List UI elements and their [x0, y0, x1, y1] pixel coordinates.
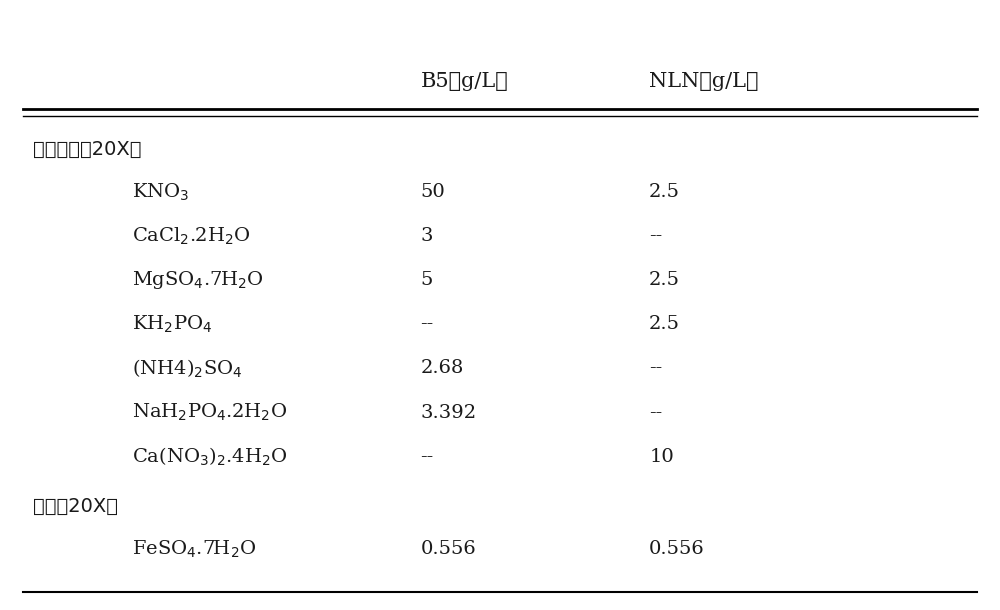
Text: 0.556: 0.556 [649, 540, 705, 558]
Text: --: -- [420, 448, 434, 465]
Text: MgSO$_4$.7H$_2$O: MgSO$_4$.7H$_2$O [132, 269, 264, 291]
Text: 3.392: 3.392 [420, 404, 477, 422]
Text: FeSO$_4$.7H$_2$O: FeSO$_4$.7H$_2$O [132, 539, 256, 560]
Text: 3: 3 [420, 227, 433, 245]
Text: --: -- [649, 404, 662, 422]
Text: --: -- [649, 227, 662, 245]
Text: (NH4)$_2$SO$_4$: (NH4)$_2$SO$_4$ [132, 357, 243, 379]
Text: 2.68: 2.68 [420, 359, 464, 378]
Text: 5: 5 [420, 271, 433, 289]
Text: 2.5: 2.5 [649, 183, 680, 201]
Text: 大量元素（20X）: 大量元素（20X） [33, 140, 141, 159]
Text: 2.5: 2.5 [649, 271, 680, 289]
Text: KH$_2$PO$_4$: KH$_2$PO$_4$ [132, 314, 212, 335]
Text: 2.5: 2.5 [649, 315, 680, 333]
Text: NaH$_2$PO$_4$.2H$_2$O: NaH$_2$PO$_4$.2H$_2$O [132, 402, 287, 423]
Text: --: -- [420, 315, 434, 333]
Text: --: -- [649, 359, 662, 378]
Text: NLN（g/L）: NLN（g/L） [649, 72, 759, 91]
Text: KNO$_3$: KNO$_3$ [132, 181, 189, 203]
Text: 10: 10 [649, 448, 674, 465]
Text: B5（g/L）: B5（g/L） [420, 72, 508, 91]
Text: 铁盐（20X）: 铁盐（20X） [33, 497, 118, 517]
Text: CaCl$_2$.2H$_2$O: CaCl$_2$.2H$_2$O [132, 226, 251, 246]
Text: 50: 50 [420, 183, 445, 201]
Text: 0.556: 0.556 [420, 540, 476, 558]
Text: Ca(NO$_3$)$_2$.4H$_2$O: Ca(NO$_3$)$_2$.4H$_2$O [132, 445, 288, 468]
